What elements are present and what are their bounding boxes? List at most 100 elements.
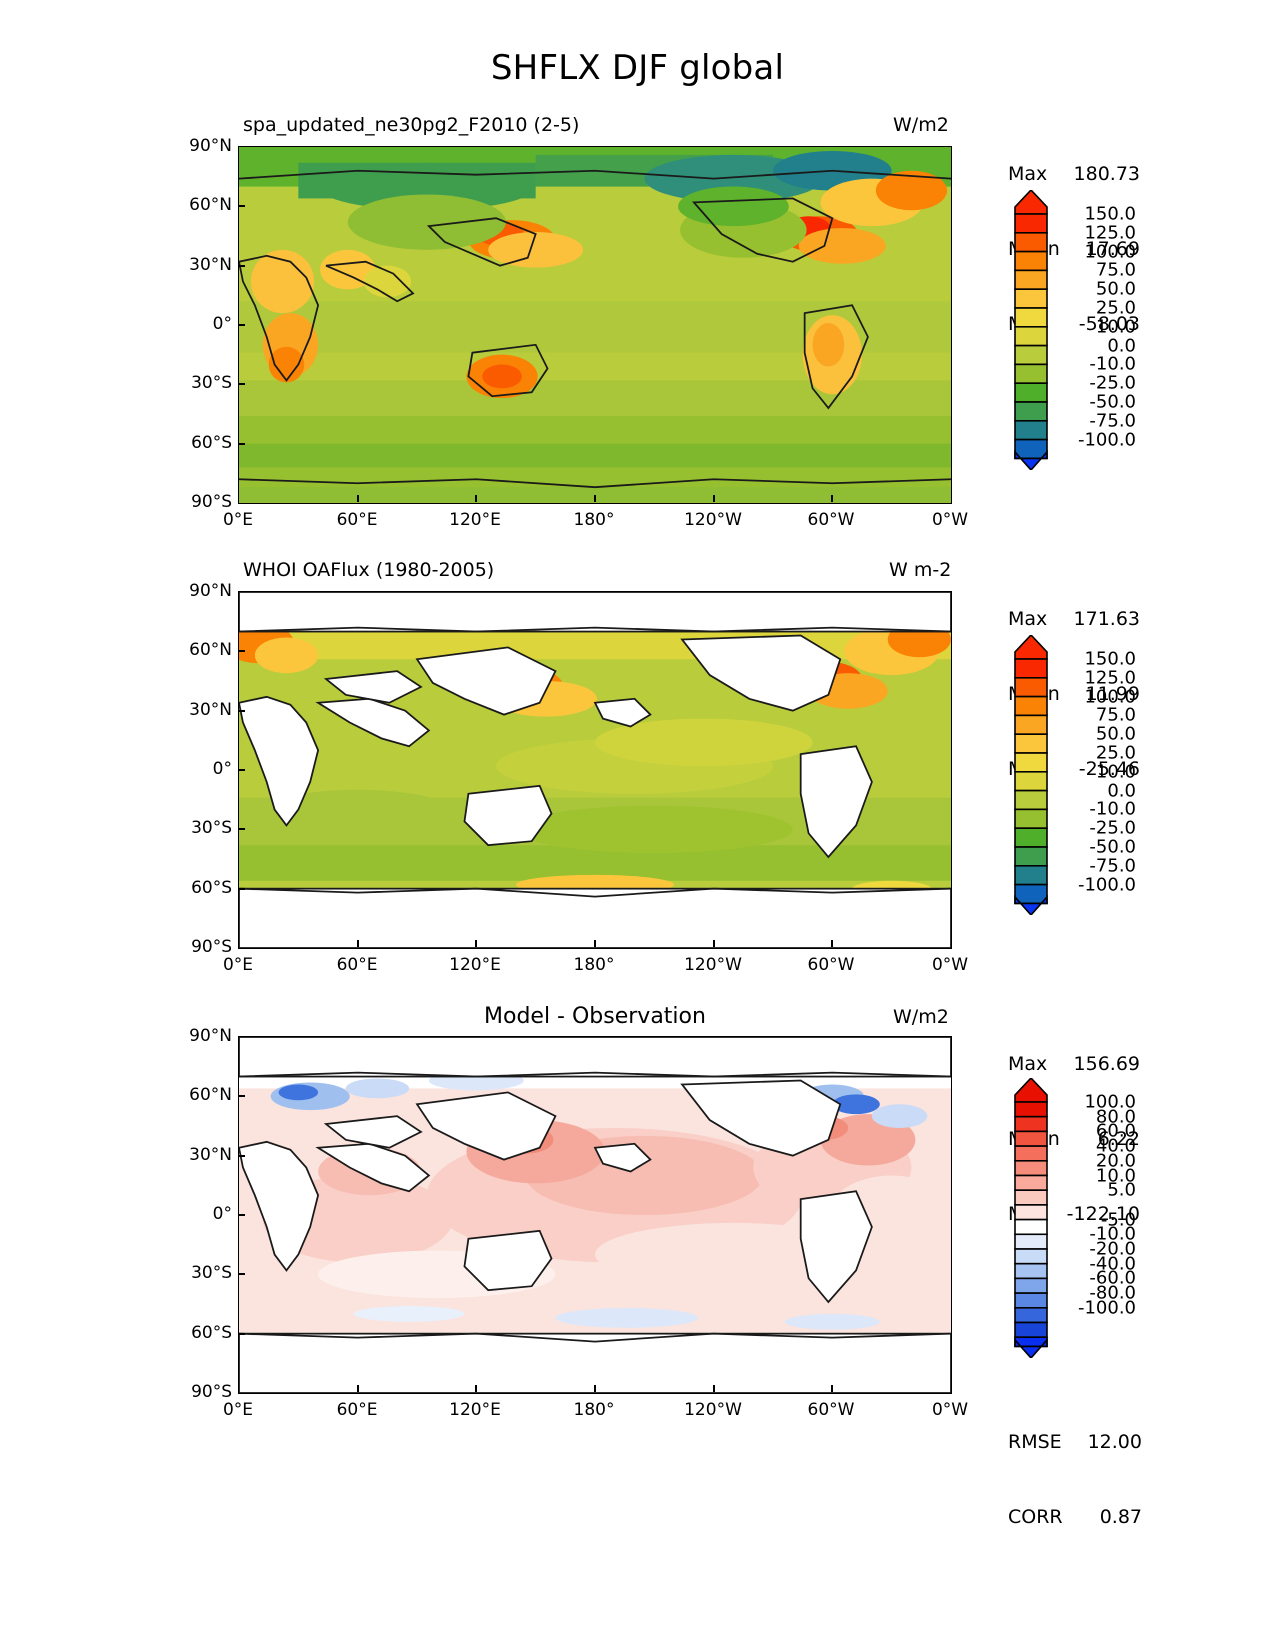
panel-difference-ylabel-4: 30°S [191,1263,232,1283]
skill-rmse-value: 12.00 [1087,1431,1142,1453]
panel-difference-xtick-4 [713,1385,715,1392]
panel-difference-skill: RMSE 12.00 CORR 0.87 [1008,1380,1142,1580]
panel-difference-xtick-3 [594,1385,596,1392]
panel-observation-units: W m-2 [889,559,952,581]
panel-difference-xtick-1 [357,1385,359,1392]
figure-title: SHFLX DJF global [490,48,785,88]
cbar-label-8: -10.0 [1089,798,1136,820]
panel-difference-ytick-3 [238,1214,245,1216]
panel-observation-ylabel-4: 30°S [191,818,232,838]
cbar-label-4: 50.0 [1095,278,1136,300]
panel-model-xtick-3 [594,495,596,502]
cbar-label-4: 20.0 [1095,1150,1136,1172]
panel-difference-colorbar [1014,1076,1048,1360]
stat-min-value: -25.46 [1078,758,1140,780]
panel-observation-ytick-1 [238,650,245,652]
cbar-label-5: 25.0 [1095,742,1136,764]
skill-rmse-label: RMSE [1008,1431,1062,1453]
cbar-label-7: 0.0 [1107,335,1136,357]
colorbar-sequential-swatches [1014,188,1048,472]
cbar-label-0: 150.0 [1084,203,1136,225]
panel-model-xlabel-6: 0°W [931,510,969,530]
panel-difference-xlabel-5: 60°W [807,1400,855,1420]
panel-observation-ytick-3 [238,769,245,771]
cbar-label-4: 50.0 [1095,723,1136,745]
stat-max-value: 156.69 [1073,1053,1140,1075]
panel-model-xtick-4 [713,495,715,502]
panel-model-ylabel-6: 90°S [191,492,232,512]
panel-model-ylabel-1: 60°N [189,195,232,215]
panel-difference-ytick-5 [238,1333,245,1335]
panel-observation-xlabel-1: 60°E [336,955,378,975]
panel-model-ylabel-0: 90°N [189,136,232,156]
panel-observation-ylabel-5: 60°S [191,878,232,898]
panel-difference-colorbar-labels: 100.0 80.0 60.0 40.0 20.0 10.0 5.0 -5.0 … [1052,1078,1136,1358]
cbar-label-2: 100.0 [1084,686,1136,708]
panel-model-ytick-4 [238,383,245,385]
cbar-label-3: 40.0 [1095,1135,1136,1157]
panel-difference-xlabel-3: 180° [573,1400,615,1420]
cbar-label-10: -50.0 [1089,836,1136,858]
panel-difference-xlabel-2: 120°E [449,1400,501,1420]
cbar-label-9: -20.0 [1089,1238,1136,1260]
panel-model: spa_updated_ne30pg2_F2010 (2-5) W/m2 [0,0,1275,540]
cbar-label-13: -100.0 [1077,1297,1136,1319]
panel-observation-title: WHOI OAFlux (1980-2005) [243,559,495,581]
panel-model-ylabel-5: 60°S [191,433,232,453]
panel-difference-ylabel-6: 90°S [191,1382,232,1402]
panel-model-xlabel-4: 120°W [684,510,742,530]
panel-difference-xlabel-0: 0°E [222,1400,254,1420]
panel-observation-ylabel-6: 90°S [191,937,232,957]
stat-min-value: -58.03 [1078,313,1140,335]
panel-model-xtick-1 [357,495,359,502]
panel-observation-xlabel-2: 120°E [449,955,501,975]
panel-difference-xtick-2 [475,1385,477,1392]
panel-observation-colorbar [1014,633,1048,917]
cbar-label-1: 125.0 [1084,667,1136,689]
cbar-label-7: 0.0 [1107,780,1136,802]
cbar-label-3: 75.0 [1095,704,1136,726]
stat-max-label: Max [1008,163,1048,185]
panel-model-xlabel-0: 0°E [222,510,254,530]
panel-model-field [239,147,951,503]
panel-observation-ytick-4 [238,828,245,830]
panel-model-colorbar [1014,188,1048,472]
panel-difference-ytick-4 [238,1273,245,1275]
cbar-label-5: 25.0 [1095,297,1136,319]
panel-model-ylabel-3: 0° [212,314,232,334]
panel-difference-title: Model - Observation [484,1004,706,1029]
cbar-label-11: -60.0 [1089,1267,1136,1289]
panel-difference: Model - Observation W/m2 [0,890,1275,1528]
cbar-label-6: 10.0 [1095,761,1136,783]
cbar-label-6: 10.0 [1095,316,1136,338]
stat-max-label: Max [1008,608,1048,630]
panel-observation-xlabel-5: 60°W [807,955,855,975]
skill-corr-value: 0.87 [1099,1506,1142,1528]
cbar-label-12: -80.0 [1089,1282,1136,1304]
panel-difference-ylabel-1: 60°N [189,1085,232,1105]
cbar-label-11: -75.0 [1089,410,1136,432]
colorbar-diverging-swatches [1014,1076,1048,1360]
panel-difference-xlabel-6: 0°W [931,1400,969,1420]
panel-model-ytick-2 [238,265,245,267]
panel-observation-xtick-3 [594,940,596,947]
panel-observation-xtick-4 [713,940,715,947]
panel-model-xlabel-5: 60°W [807,510,855,530]
cbar-label-10: -50.0 [1089,391,1136,413]
panel-model-map [238,146,952,504]
panel-observation: WHOI OAFlux (1980-2005) W m-2 [0,445,1275,985]
panel-observation-xlabel-0: 0°E [222,955,254,975]
panel-observation-colorbar-labels: 150.0 125.0 100.0 75.0 50.0 25.0 10.0 0.… [1052,635,1136,915]
panel-difference-map [238,1036,952,1394]
panel-difference-field [239,1037,951,1393]
panel-observation-ylabel-1: 60°N [189,640,232,660]
panel-observation-xlabel-6: 0°W [931,955,969,975]
panel-model-ylabel-4: 30°S [191,373,232,393]
panel-difference-units: W/m2 [893,1006,949,1028]
panel-model-ylabel-2: 30°N [189,255,232,275]
panel-model-xtick-2 [475,495,477,502]
panel-observation-map [238,591,952,949]
cbar-label-2: 60.0 [1095,1120,1136,1142]
panel-model-ytick-1 [238,205,245,207]
panel-observation-xtick-5 [831,940,833,947]
